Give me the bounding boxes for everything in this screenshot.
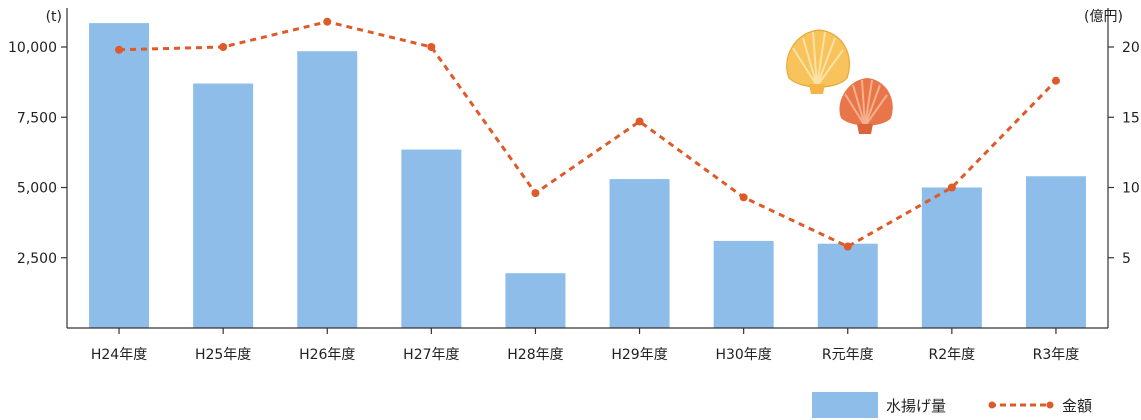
line-point-9 [947,183,956,192]
line-series [115,17,1060,251]
line-point-5 [531,189,540,198]
legend-line: 金額 [988,392,1092,418]
bar-6 [609,179,670,328]
x-tick-label: H30年度 [715,347,771,363]
left-tick-label: 2,500 [17,251,57,267]
bar-3 [297,51,358,329]
line-point-8 [843,242,852,251]
right-tick-label: 10 [1122,181,1140,197]
bar-10 [1025,176,1086,328]
bar-4 [401,149,462,328]
x-tick-label: H27年度 [403,347,459,363]
line-point-6 [635,117,644,126]
x-tick-label: H25年度 [195,347,251,363]
line-point-1 [115,45,124,54]
line-path [119,20,1058,249]
x-tick-label: R3年度 [1033,347,1080,363]
x-tick-label: H29年度 [611,347,667,363]
left-axis-unit: (t) [46,9,62,25]
right-tick-label: 5 [1122,251,1131,267]
line-point-2 [219,43,228,51]
x-tick-label: H24年度 [91,347,147,363]
tick-labels: 2,500 5,000 7,500 10,000 5 10 15 20 H24年度 H25年度 H2… [8,40,1140,363]
scallop-shells-icon [786,29,893,134]
bar-9 [921,187,982,328]
bar-7 [713,240,774,328]
left-tick-label: 7,500 [17,110,57,126]
bar-5 [505,273,566,328]
legend-line-swatch [988,401,1054,409]
right-axis-unit: (億円) [1084,9,1123,25]
line-point-3 [323,17,332,26]
bar-8 [817,243,878,328]
axes [61,8,1114,334]
bar-series [89,23,1086,329]
line-point-4 [427,43,436,51]
legend-bar: 水揚げ量 [812,392,946,418]
line-point-7 [739,193,748,202]
left-tick-label: 5,000 [17,181,57,197]
x-tick-label: R2年度 [929,347,976,363]
x-tick-label: H28年度 [507,347,563,363]
left-tick-label: 10,000 [8,40,57,56]
right-tick-label: 15 [1122,110,1140,126]
x-tick-label: R元年度 [822,347,874,363]
legend-bar-label: 水揚げ量 [886,396,947,415]
x-tick-label: H26年度 [299,347,355,363]
legend-bar-swatch [812,392,878,418]
legend-line-label: 金額 [1062,396,1093,415]
bar-1 [89,23,150,329]
line-point-10 [1051,76,1060,85]
bar-2 [193,83,254,328]
right-tick-label: 20 [1122,40,1140,56]
